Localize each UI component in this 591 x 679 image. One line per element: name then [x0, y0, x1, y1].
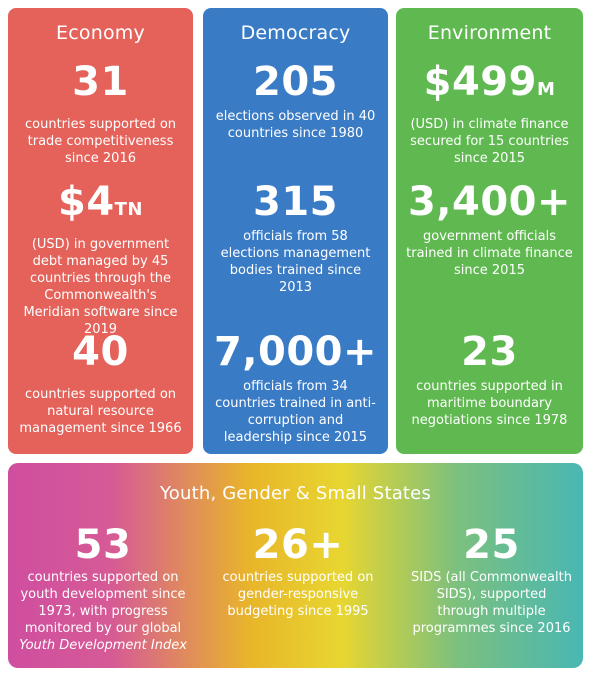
economy-stat-1: 31 countries supported on trade competit… [8, 60, 193, 167]
democracy-stat-3: 7,000+ officials from 34 countries train… [203, 330, 388, 446]
stat-description: (USD) in government debt managed by 45 c… [23, 237, 178, 337]
democracy-title: Democracy [240, 22, 351, 44]
economy-stat-3: 40 countries supported on natural resour… [8, 330, 193, 437]
stat-suffix: M [536, 79, 556, 100]
stat-value: $499 [423, 59, 537, 105]
stat-description: (USD) in climate finance secured for 15 … [410, 117, 569, 166]
democracy-stat-1: 205 elections observed in 40 countries s… [203, 60, 388, 142]
stat-value: 26+ [252, 522, 344, 568]
stat-italic: Youth Development Index [19, 638, 187, 653]
economy-title: Economy [56, 22, 145, 44]
environment-stat-2: 3,400+ government officials trained in c… [396, 180, 583, 279]
stat-value: 315 [253, 179, 338, 225]
stat-value: 40 [72, 329, 129, 375]
stat-value: 7,000+ [213, 329, 378, 375]
stat-description: officials from 34 countries trained in a… [215, 379, 376, 445]
stat-suffix: TN [114, 199, 143, 220]
bottom-stat-2: 26+ countries supported on gender-respon… [208, 523, 388, 620]
democracy-stat-2: 315 officials from 58 elections manageme… [203, 180, 388, 296]
bottom-stat-3: 25 SIDS (all Commonwealth SIDS), support… [400, 523, 583, 637]
stat-description: countries supported on natural resource … [19, 387, 182, 436]
stat-text: countries supported on youth development… [20, 570, 186, 636]
democracy-panel: Democracy 205 elections observed in 40 c… [203, 8, 388, 454]
stat-value: 53 [74, 522, 132, 568]
stat-value: $4 [57, 179, 115, 225]
economy-stat-2: $4TN (USD) in government debt managed by… [8, 180, 193, 338]
stat-value: 3,400+ [407, 179, 572, 225]
bottom-stat-1: 53 countries supported on youth developm… [8, 523, 198, 654]
environment-panel: Environment $499M (USD) in climate finan… [396, 8, 583, 454]
environment-stat-3: 23 countries supported in maritime bound… [396, 330, 583, 429]
stat-description: countries supported in maritime boundary… [411, 379, 568, 428]
stat-description: officials from 58 elections management b… [220, 229, 371, 295]
stat-description: government officials trained in climate … [406, 229, 573, 278]
stat-value: 205 [253, 59, 338, 105]
bottom-title: Youth, Gender & Small States [159, 483, 432, 504]
stat-value: 23 [461, 329, 518, 375]
economy-panel: Economy 31 countries supported on trade … [8, 8, 193, 454]
stat-value: 31 [72, 59, 129, 105]
stat-description: countries supported on youth development… [8, 569, 198, 654]
stat-description: countries supported on trade competitive… [24, 117, 177, 166]
environment-stat-1: $499M (USD) in climate finance secured f… [396, 60, 583, 167]
stat-description: elections observed in 40 countries since… [215, 109, 376, 141]
stat-value: 25 [463, 522, 520, 568]
youth-gender-small-states-panel: Youth, Gender & Small States 53 countrie… [8, 463, 583, 668]
stat-description: SIDS (all Commonwealth SIDS), supported … [411, 570, 572, 636]
environment-title: Environment [427, 22, 552, 44]
stat-description: countries supported on gender-responsive… [222, 570, 374, 619]
